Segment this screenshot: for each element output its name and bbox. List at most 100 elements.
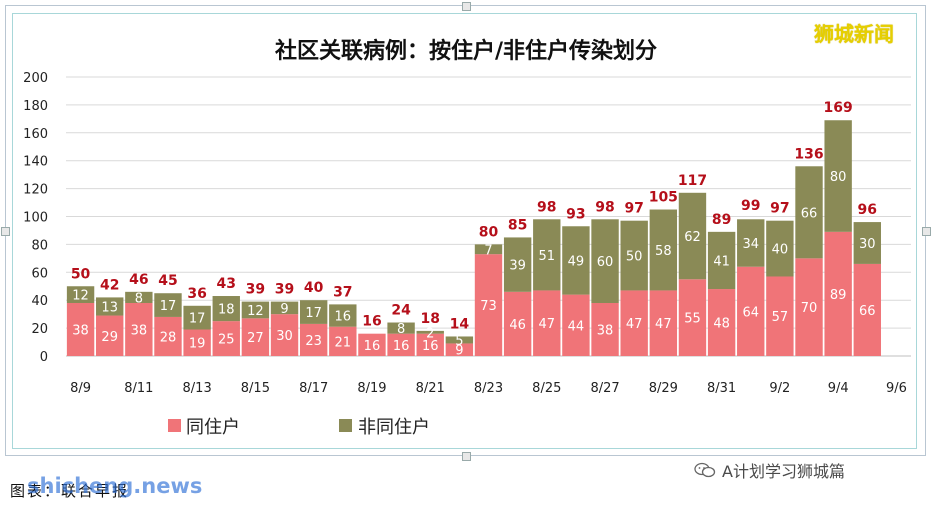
data-label-total: 24 [391,303,411,319]
bar-cohabitant [66,302,95,356]
bar-non-cohabitant [474,244,503,255]
data-label-cohabitant: 27 [247,331,264,346]
bar-non-cohabitant [416,330,444,334]
data-label-non-cohabitant: 5 [455,334,463,349]
data-label-non-cohabitant: 58 [655,244,672,259]
bar-cohabitant [678,279,707,356]
data-label-cohabitant: 28 [160,330,177,345]
data-label-total: 45 [158,273,177,289]
data-label-non-cohabitant: 16 [335,310,352,325]
bar-cohabitant [212,321,240,356]
x-tick-label: 8/13 [183,381,212,396]
bar-non-cohabitant [183,305,211,330]
data-label-total: 18 [420,311,439,327]
data-label-cohabitant: 16 [393,339,410,354]
data-label-non-cohabitant: 49 [568,254,585,269]
bar-non-cohabitant [125,291,153,303]
x-tick-label: 8/21 [416,381,445,396]
data-label-cohabitant: 46 [509,318,526,333]
bar-cohabitant [562,294,590,356]
data-label-non-cohabitant: 2 [426,326,434,341]
data-label-cohabitant: 55 [684,312,701,327]
y-tick-label: 40 [31,294,48,309]
x-tick-label: 9/4 [828,381,849,396]
bar-non-cohabitant [445,336,474,344]
bar-non-cohabitant [503,237,532,292]
data-label-non-cohabitant: 8 [397,322,405,337]
data-label-cohabitant: 64 [742,305,759,320]
data-label-total: 36 [187,286,206,302]
data-label-total: 98 [595,199,614,215]
bar-cohabitant [737,266,765,356]
data-label-non-cohabitant: 13 [101,300,118,315]
bar-non-cohabitant [154,293,182,317]
bar-cohabitant [707,289,736,356]
legend-swatch-cohabitant [168,419,181,432]
data-label-non-cohabitant: 30 [859,237,876,252]
data-label-non-cohabitant: 7 [484,243,492,258]
x-tick-label: 8/15 [241,381,270,396]
source-caption: 图表：联合早报 [10,482,130,500]
data-label-total: 169 [824,100,853,116]
wechat-account-name: A计划学习狮城篇 [722,462,845,481]
bar-non-cohabitant [66,286,95,303]
brand-logo: 狮城新闻 [814,22,894,46]
x-tick-label: 8/27 [590,381,619,396]
data-label-total: 39 [275,282,294,298]
resize-handle-bottom[interactable] [462,452,471,461]
data-label-non-cohabitant: 12 [72,289,89,304]
bar-cohabitant [445,343,474,356]
x-tick-label: 8/19 [357,381,386,396]
bar-non-cohabitant [533,219,561,291]
data-label-non-cohabitant: 18 [218,303,235,318]
bar-non-cohabitant [649,209,678,291]
bar-cohabitant [533,290,561,356]
data-label-cohabitant: 89 [830,288,847,303]
data-label-non-cohabitant: 41 [713,254,730,269]
data-label-non-cohabitant: 34 [742,237,759,252]
bar-non-cohabitant [270,301,299,315]
bar-cohabitant [241,318,270,356]
legend-swatch-non-cohabitant [339,419,352,432]
y-tick-label: 160 [23,127,48,142]
data-label-cohabitant: 70 [801,301,818,316]
wechat-credit: A计划学习狮城篇 [694,458,845,482]
data-label-cohabitant: 29 [101,330,118,345]
bar-cohabitant [766,276,794,356]
x-tick-label: 8/31 [707,381,736,396]
data-label-cohabitant: 21 [335,335,352,350]
bar-non-cohabitant [329,304,357,327]
bar-cohabitant [125,302,153,356]
data-label-non-cohabitant: 17 [189,312,206,327]
y-tick-label: 20 [31,322,48,337]
bar-cohabitant [474,254,503,356]
bar-cohabitant [387,333,415,356]
legend-label-non-cohabitant: 非同住户 [358,417,430,438]
data-label-total: 39 [246,282,265,298]
resize-handle-top[interactable] [462,2,471,11]
data-label-total: 85 [508,217,527,233]
data-label-total: 98 [537,199,556,215]
bar-cohabitant [795,258,823,356]
resize-handle-left[interactable] [1,227,10,236]
bar-non-cohabitant [766,220,794,277]
bar-cohabitant [329,326,357,356]
x-tick-label: 8/23 [474,381,503,396]
data-label-non-cohabitant: 50 [626,250,643,265]
data-label-cohabitant: 47 [626,317,643,332]
data-label-non-cohabitant: 40 [772,243,789,258]
bar-cohabitant [96,315,124,356]
y-tick-label: 120 [23,183,48,198]
data-label-total: 14 [450,316,470,332]
data-label-total: 43 [217,276,236,292]
data-label-cohabitant: 38 [597,323,614,338]
data-label-cohabitant: 47 [655,317,672,332]
data-label-total: 96 [858,202,877,218]
data-label-cohabitant: 48 [713,317,730,332]
data-label-cohabitant: 16 [364,339,381,354]
bar-non-cohabitant [853,222,881,264]
resize-handle-right[interactable] [922,227,931,236]
x-tick-label: 8/17 [299,381,328,396]
bar-cohabitant [503,291,532,356]
